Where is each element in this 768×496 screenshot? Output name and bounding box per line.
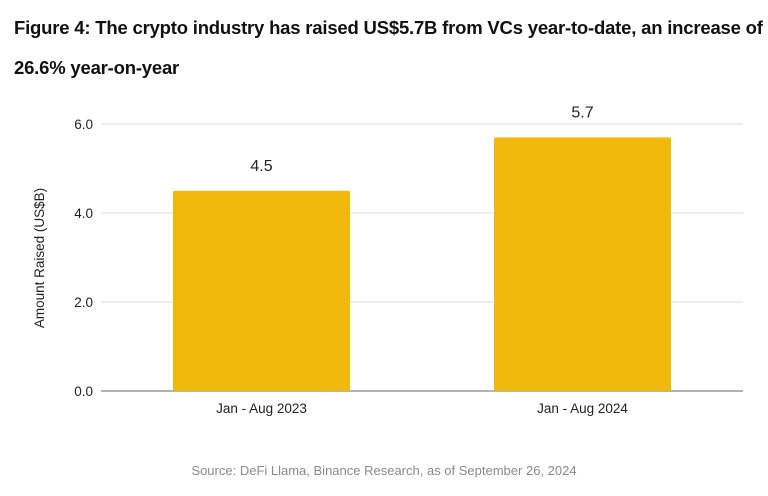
x-tick-label: Jan - Aug 2024 [537, 401, 628, 416]
y-tick-label: 4.0 [74, 206, 93, 221]
source-note: Source: DeFi Llama, Binance Research, as… [191, 463, 577, 478]
bar [494, 137, 671, 391]
y-axis-label: Amount Raised (US$B) [32, 188, 47, 328]
y-tick-label: 6.0 [74, 117, 93, 132]
data-label: 5.7 [571, 104, 593, 121]
data-label: 4.5 [250, 158, 272, 175]
chart-title: Figure 4: The crypto industry has raised… [14, 17, 763, 78]
y-tick-label: 2.0 [74, 295, 93, 310]
x-tick-label: Jan - Aug 2023 [216, 401, 307, 416]
bar [173, 190, 350, 391]
y-tick-label: 0.0 [74, 384, 93, 399]
